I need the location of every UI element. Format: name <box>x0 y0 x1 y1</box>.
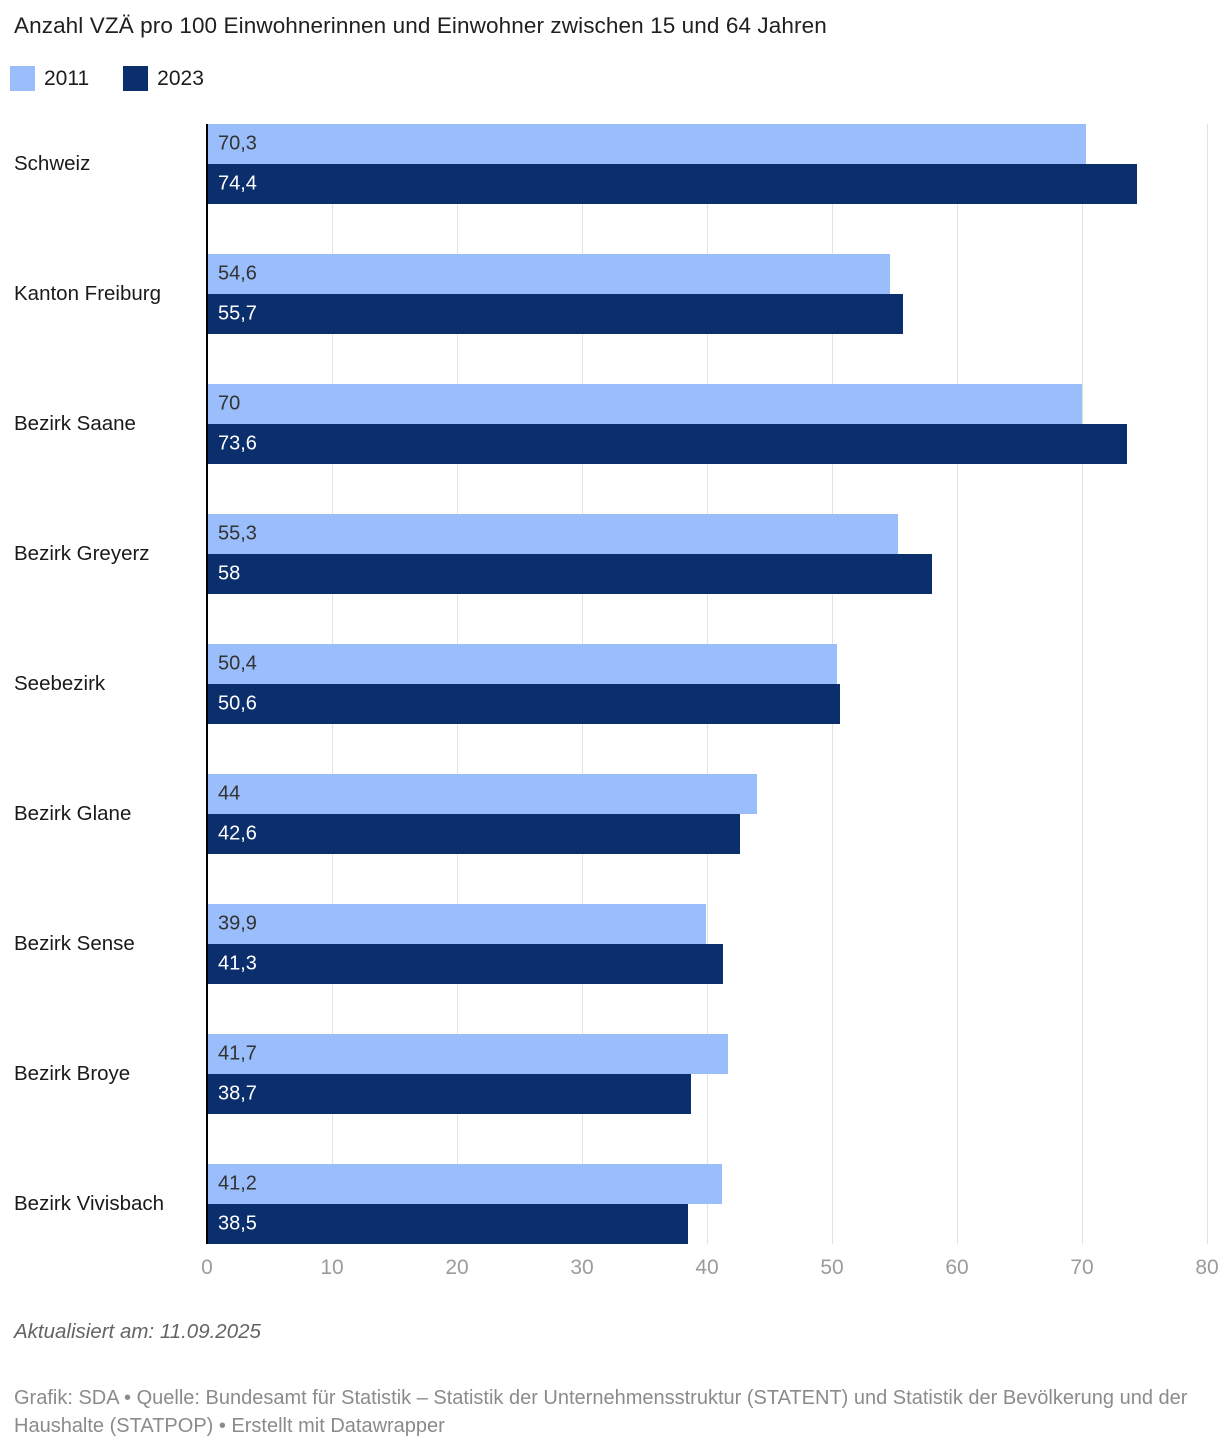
legend-item-2023: 2023 <box>123 66 204 91</box>
bar-2023-bezirk-broye: 38,7 <box>207 1074 691 1114</box>
x-axis: 0 10 20 30 40 50 60 70 80 <box>201 1256 1219 1282</box>
category-label-bezirk-broye: Bezirk Broye <box>14 1062 131 1085</box>
chart-title: Anzahl VZÄ pro 100 Einwohnerinnen und Ei… <box>14 13 827 38</box>
bar-2023-schweiz: 74,4 <box>207 164 1137 204</box>
updated-note: Aktualisiert am: 11.09.2025 <box>14 1320 261 1343</box>
category-label-bezirk-saane: Bezirk Saane <box>14 412 136 435</box>
legend-swatch-2011 <box>10 66 35 91</box>
x-tick-label-10: 10 <box>320 1256 344 1279</box>
bar-value-label: 38,7 <box>218 1082 257 1105</box>
bar-2011-kanton-freiburg: 54,6 <box>207 254 890 294</box>
category-label-bezirk-glane: Bezirk Glane <box>14 802 132 825</box>
bar-2023-bezirk-sense: 41,3 <box>207 944 724 984</box>
bar-value-label: 38,5 <box>218 1212 257 1235</box>
x-tick-label-30: 30 <box>570 1256 594 1279</box>
bar-2023-bezirk-saane: 73,6 <box>207 424 1127 464</box>
x-tick-label-70: 70 <box>1070 1256 1094 1279</box>
gridline-80 <box>1207 124 1208 1244</box>
bar-2011-bezirk-sense: 39,9 <box>207 904 706 944</box>
bar-2011-bezirk-glane: 44 <box>207 774 757 814</box>
bar-value-label: 74,4 <box>218 172 257 195</box>
x-tick-label-20: 20 <box>445 1256 469 1279</box>
x-tick-label-50: 50 <box>820 1256 844 1279</box>
bar-2011-schweiz: 70,3 <box>207 124 1086 164</box>
bar-2023-bezirk-greyerz: 58 <box>207 554 932 594</box>
plot-area: 70,3 74,4 54,6 55,7 70 73,6 55,3 58 50,4 50,6 44 42… <box>206 124 1208 1244</box>
gridline-70 <box>1082 124 1083 1244</box>
category-label-kanton-freiburg: Kanton Freiburg <box>14 282 162 305</box>
legend-label-2023: 2023 <box>157 66 204 90</box>
bar-2011-bezirk-vivisbach: 41,2 <box>207 1164 722 1204</box>
x-tick-label-40: 40 <box>695 1256 719 1279</box>
bar-value-label: 50,4 <box>218 652 257 675</box>
category-label-bezirk-vivisbach: Bezirk Vivisbach <box>14 1192 165 1215</box>
bar-value-label: 41,7 <box>218 1042 257 1065</box>
bar-value-label: 55,7 <box>218 302 257 325</box>
source-note: Grafik: SDA • Quelle: Bundesamt für Stat… <box>14 1387 1188 1437</box>
legend-label-2011: 2011 <box>44 66 90 90</box>
category-label-schweiz: Schweiz <box>14 152 91 175</box>
bar-value-label: 73,6 <box>218 432 257 455</box>
bar-value-label: 58 <box>218 562 241 585</box>
bar-value-label: 55,3 <box>218 522 257 545</box>
bar-2023-bezirk-vivisbach: 38,5 <box>207 1204 689 1244</box>
bar-value-label: 50,6 <box>218 692 257 715</box>
bar-value-label: 42,6 <box>218 822 257 845</box>
category-label-seebezirk: Seebezirk <box>14 672 106 695</box>
bar-value-label: 44 <box>218 782 241 805</box>
bar-value-label: 54,6 <box>218 262 257 285</box>
legend: 2011 2023 <box>10 66 204 91</box>
bar-2011-bezirk-saane: 70 <box>207 384 1082 424</box>
gridline-60 <box>957 124 958 1244</box>
x-tick-label-0: 0 <box>201 1256 213 1279</box>
bar-2011-seebezirk: 50,4 <box>207 644 837 684</box>
x-tick-label-80: 80 <box>1195 1256 1219 1279</box>
y-axis-line <box>206 124 208 1244</box>
bar-value-label: 70,3 <box>218 132 257 155</box>
bar-2023-bezirk-glane: 42,6 <box>207 814 740 854</box>
bar-2023-seebezirk: 50,6 <box>207 684 840 724</box>
bar-value-label: 39,9 <box>218 912 257 935</box>
bar-value-label: 41,3 <box>218 952 257 975</box>
bar-value-label: 41,2 <box>218 1172 257 1195</box>
category-label-bezirk-greyerz: Bezirk Greyerz <box>14 542 150 565</box>
bar-2011-bezirk-broye: 41,7 <box>207 1034 729 1074</box>
bar-value-label: 70 <box>218 392 241 415</box>
x-tick-label-60: 60 <box>945 1256 969 1279</box>
legend-item-2011: 2011 <box>10 66 89 91</box>
category-label-bezirk-sense: Bezirk Sense <box>14 932 135 955</box>
bar-2011-bezirk-greyerz: 55,3 <box>207 514 899 554</box>
bar-2023-kanton-freiburg: 55,7 <box>207 294 904 334</box>
legend-swatch-2023 <box>123 66 149 91</box>
